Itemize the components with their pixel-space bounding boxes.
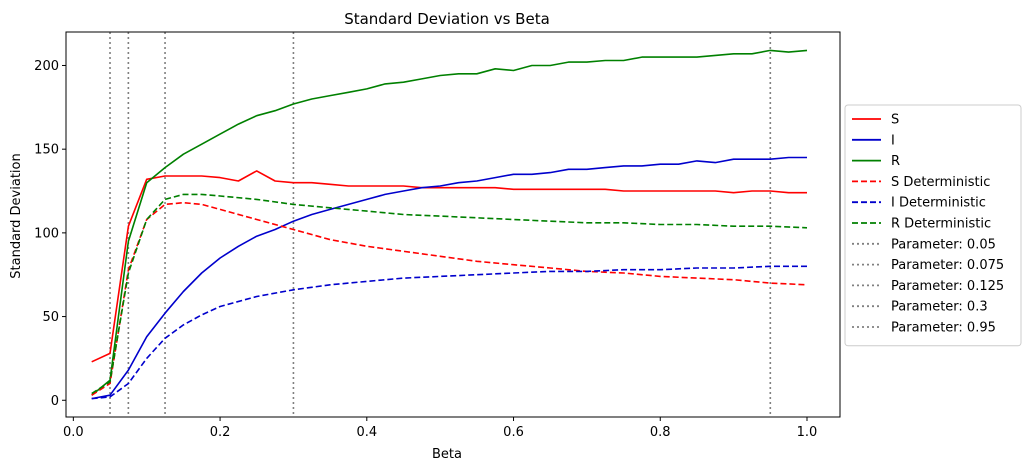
legend: SIR S Deterministic I Deterministic R Deter… (844, 104, 1022, 347)
legend-label-i-deterministic: I Deterministic (891, 196, 986, 211)
legend-label-r-deterministic: R Deterministic (891, 217, 991, 232)
plot-frame (65, 31, 841, 418)
y-tick-label: 0 (51, 394, 59, 409)
x-tick-label: 0.8 (650, 425, 671, 440)
legend-label-i: I (891, 133, 895, 148)
series-i (91, 156, 807, 400)
legend-label-parameter-0-125: Parameter: 0.125 (891, 279, 1004, 294)
legend-label-parameter-0-3: Parameter: 0.3 (891, 300, 988, 315)
x-tick-label: 0.6 (503, 425, 524, 440)
series-i-deterministic (91, 265, 807, 400)
axes: 0.0 0.2 0.4 0.6 0.8 1.0 0 50 100 150 200 (34, 31, 841, 440)
legend-label-parameter-0-05: Parameter: 0.05 (891, 237, 996, 252)
y-tick-label: 100 (34, 226, 59, 241)
y-tick-label: 50 (42, 310, 59, 325)
series-s (91, 170, 807, 363)
legend-label-s: S (891, 113, 899, 128)
legend-box (844, 104, 1022, 347)
x-tick-label: 1.0 (797, 425, 818, 440)
legend-label-parameter-0-95: Parameter: 0.95 (891, 321, 996, 336)
plot-lines (91, 32, 808, 417)
legend-label-r: R (891, 154, 900, 169)
y-tick-label: 150 (34, 143, 59, 158)
y-axis-label: Standard Deviation (9, 153, 24, 278)
legend-label-parameter-0-075: Parameter: 0.075 (891, 258, 1004, 273)
y-tick-label: 200 (34, 59, 59, 74)
x-tick-label: 0.0 (63, 425, 84, 440)
series-r-deterministic (91, 193, 808, 395)
series-r (91, 49, 808, 396)
x-axis-label: Beta (432, 447, 462, 462)
legend-label-s-deterministic: S Deterministic (891, 175, 990, 190)
chart-title: Standard Deviation vs Beta (344, 10, 550, 28)
x-tick-label: 0.2 (210, 425, 231, 440)
x-tick-label: 0.4 (356, 425, 377, 440)
series-s-deterministic (91, 201, 808, 396)
